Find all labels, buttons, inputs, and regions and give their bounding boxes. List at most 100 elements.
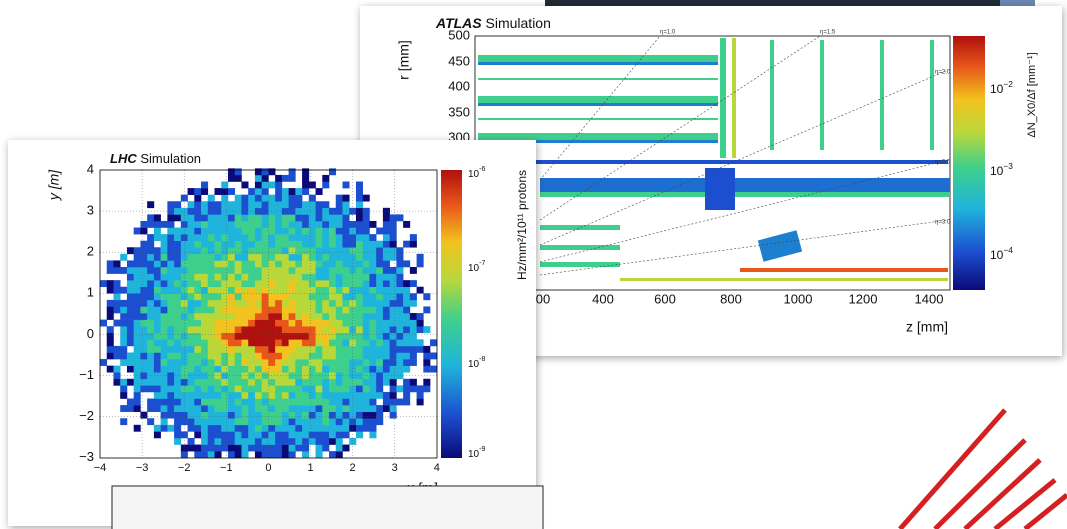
heatmap-cell [194, 326, 202, 334]
heatmap-cell [133, 391, 141, 399]
heatmap-cell [153, 214, 161, 222]
heatmap-cell [430, 365, 438, 373]
heatmap-cell [140, 280, 148, 288]
heatmap-cell [174, 359, 182, 366]
heatmap-cell [403, 260, 411, 268]
heatmap-cell [180, 299, 188, 307]
heatmap-cell [268, 385, 276, 393]
heatmap-cell [254, 313, 262, 320]
heatmap-cell [329, 313, 337, 320]
heatmap-cell [227, 286, 236, 294]
heatmap-cell [214, 326, 222, 334]
heatmap-cell [268, 240, 276, 248]
heatmap-cell [355, 227, 364, 235]
heatmap-cell [221, 188, 229, 195]
heatmap-cell [221, 207, 229, 215]
heatmap-cell [221, 437, 229, 445]
heatmap-cell [174, 326, 182, 334]
heatmap-cell [214, 391, 222, 399]
heatmap-cell [342, 299, 350, 307]
heatmap-cell [275, 326, 283, 334]
heatmap-cell [201, 188, 209, 195]
heatmap-cell [180, 411, 188, 419]
heatmap-cell [288, 266, 296, 274]
heatmap-cell [275, 385, 283, 393]
heatmap-cell [167, 378, 175, 386]
heatmap-cell [201, 207, 209, 215]
heatmap-cell [147, 299, 155, 307]
heatmap-cell [389, 234, 397, 241]
heatmap-cell [254, 247, 262, 255]
heatmap-cell [241, 451, 249, 458]
heatmap-cell [241, 391, 249, 399]
heatmap-cell [120, 385, 128, 393]
heatmap-cell [227, 345, 236, 353]
heatmap-cell [180, 280, 188, 288]
heatmap-cell [120, 359, 128, 366]
heatmap-cell [416, 345, 424, 353]
heatmap-cell [329, 280, 337, 288]
heatmap-cell [120, 326, 128, 334]
heatmap-cell [268, 332, 276, 340]
heatmap-cell [174, 391, 182, 399]
heatmap-cell [126, 313, 134, 320]
heatmap-cell [133, 319, 141, 327]
heatmap-cell [342, 345, 350, 353]
x-tick-label: −2 [178, 462, 191, 474]
heatmap-cell [403, 339, 411, 347]
heatmap-cell [389, 286, 397, 294]
heatmap-cell [275, 313, 283, 320]
heatmap-cell [248, 227, 256, 235]
heatmap-cell [261, 280, 269, 288]
x-tick-label: −4 [94, 462, 107, 474]
heatmap-cell [167, 352, 175, 360]
heatmap-cell [322, 345, 330, 353]
heatmap-cell [187, 201, 195, 209]
heatmap-cell [174, 339, 182, 347]
heatmap-cell [275, 299, 283, 307]
heatmap-cell [234, 280, 242, 288]
heatmap-cell [315, 273, 323, 281]
heatmap-cell [315, 188, 323, 195]
heatmap-cell [349, 234, 357, 241]
heatmap-cell [275, 260, 283, 268]
heatmap-cell [302, 293, 310, 301]
heatmap-cell [234, 451, 242, 458]
heatmap-cell [160, 260, 168, 268]
heatmap-cell [241, 214, 249, 222]
heatmap-cell [389, 247, 397, 255]
heatmap-cell [376, 411, 384, 419]
heatmap-cell [382, 247, 390, 255]
heatmap-cell [241, 286, 249, 294]
heatmap-cell [355, 286, 364, 294]
heatmap-cell [234, 345, 242, 353]
heatmap-cell [160, 234, 168, 241]
heatmap-cell [281, 286, 289, 294]
heatmap-cell [295, 352, 303, 360]
heatmap-cell [227, 385, 236, 393]
heatmap-cell [147, 405, 155, 412]
heatmap-cell [275, 286, 283, 294]
heatmap-cell [201, 253, 209, 261]
heatmap-cell [342, 201, 350, 209]
heatmap-cell [214, 188, 222, 195]
heatmap-cell [248, 266, 256, 274]
heatmap-cell [302, 411, 310, 419]
heatmap-cell [180, 451, 188, 458]
heatmap-cell [308, 220, 316, 228]
heatmap-cell [281, 174, 289, 182]
heatmap-cell [376, 385, 384, 393]
heatmap-cell [409, 266, 417, 274]
heatmap-cell [275, 207, 283, 215]
heatmap-cell [342, 214, 350, 222]
heatmap-cell [227, 431, 236, 439]
heatmap-cell [207, 247, 215, 255]
heatmap-cell [369, 280, 377, 288]
heatmap-cell [295, 385, 303, 393]
heatmap-cell [120, 378, 128, 386]
heatmap-cell [329, 431, 337, 439]
heatmap-cell [120, 306, 128, 314]
heatmap-cell [120, 332, 128, 340]
heatmap-cell [329, 240, 337, 248]
heatmap-cell [227, 214, 236, 222]
